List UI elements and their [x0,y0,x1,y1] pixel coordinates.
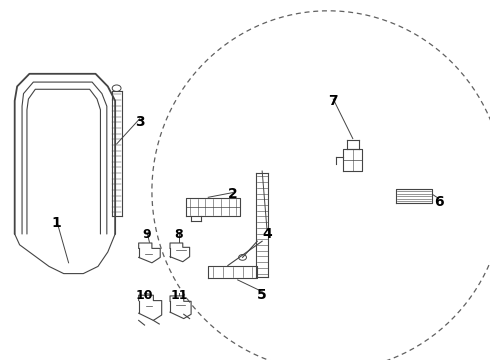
Text: 3: 3 [135,116,145,129]
Text: 8: 8 [174,228,183,240]
Text: 11: 11 [170,289,188,302]
Text: 7: 7 [328,94,338,108]
Text: 1: 1 [51,216,61,230]
Text: 5: 5 [257,288,267,302]
Text: 6: 6 [434,195,443,208]
Text: 9: 9 [143,228,151,240]
Text: 2: 2 [228,188,238,201]
Text: 10: 10 [136,289,153,302]
Text: 4: 4 [262,227,272,241]
